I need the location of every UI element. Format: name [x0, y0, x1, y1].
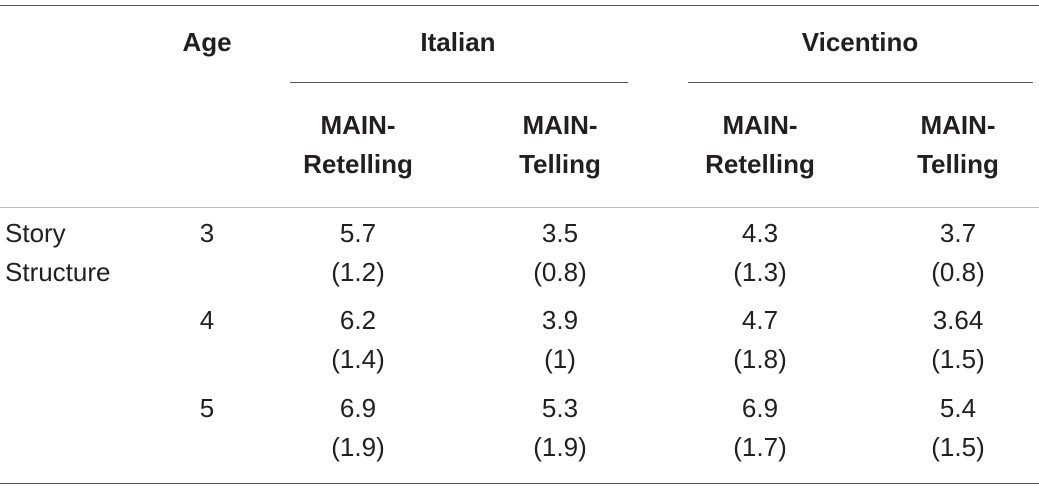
mean-cell: 6.9 [741, 393, 779, 423]
top-rule [0, 5, 1039, 6]
sd-cell: (1.4) [331, 344, 385, 374]
sd-cell: (0.8) [931, 257, 985, 287]
group-rule [290, 82, 628, 83]
group-header: Italian [420, 27, 496, 57]
mean-cell: 4.3 [741, 218, 779, 248]
sd-cell: (1.8) [733, 344, 787, 374]
group-header: Vicentino [801, 27, 919, 57]
bottom-rule [0, 483, 1039, 484]
group-rule [688, 82, 1033, 83]
mean-cell: 3.9 [541, 305, 579, 335]
sd-cell: (0.8) [533, 257, 587, 287]
sd-cell: (1.5) [931, 432, 985, 462]
sd-cell: (1.3) [733, 257, 787, 287]
row-label: Story Structure [5, 218, 111, 287]
column-header: MAIN-Telling [917, 110, 999, 179]
mean-cell: 4.7 [741, 305, 779, 335]
mean-cell: 3.7 [939, 218, 977, 248]
mean-cell: 5.3 [541, 393, 579, 423]
column-header: MAIN-Retelling [303, 110, 413, 179]
mean-cell: 5.7 [339, 218, 377, 248]
mean-cell: 6.2 [339, 305, 377, 335]
mean-cell: 3.5 [541, 218, 579, 248]
header-rule [0, 207, 1039, 208]
sd-cell: (1.9) [331, 432, 385, 462]
sd-cell: (1.9) [533, 432, 587, 462]
mean-cell: 3.64 [932, 305, 984, 335]
age-header: Age [182, 27, 232, 57]
age-cell: 4 [199, 305, 215, 335]
sd-cell: (1.7) [733, 432, 787, 462]
sd-cell: (1.2) [331, 257, 385, 287]
column-header: MAIN-Telling [519, 110, 601, 179]
age-cell: 5 [199, 393, 215, 423]
sd-cell: (1.5) [931, 344, 985, 374]
mean-cell: 6.9 [339, 393, 377, 423]
sd-cell: (1) [544, 344, 576, 374]
age-cell: 3 [199, 218, 215, 248]
mean-cell: 5.4 [939, 393, 977, 423]
column-header: MAIN-Retelling [705, 110, 815, 179]
